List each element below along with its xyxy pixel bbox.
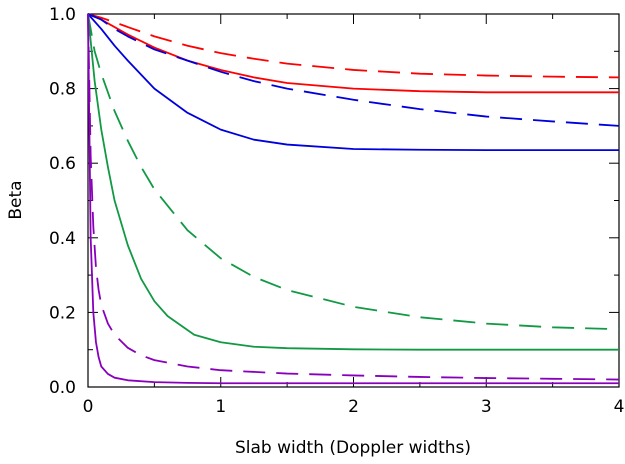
x-tick-label: 4 — [614, 397, 625, 417]
y-tick-label: 0.8 — [49, 80, 76, 100]
y-tick-label: 0.0 — [49, 378, 76, 398]
y-tick-label: 1.0 — [49, 5, 76, 25]
y-tick-label: 0.2 — [49, 303, 76, 323]
series-line-6 — [87, 13, 620, 331]
y-axis-label: Beta — [6, 180, 26, 219]
x-tick-label: 1 — [215, 397, 226, 417]
series-line-4 — [87, 13, 620, 127]
series-line-5 — [87, 13, 619, 351]
series-line-8 — [87, 13, 620, 381]
series-line-3 — [87, 13, 619, 152]
x-tick-label: 2 — [348, 397, 359, 417]
x-tick-label: 0 — [83, 397, 94, 417]
x-axis-label: Slab width (Doppler widths) — [235, 438, 471, 458]
y-tick-label: 0.6 — [49, 154, 76, 174]
series-line-7 — [87, 13, 619, 385]
series-line-1 — [87, 13, 619, 94]
series-group — [87, 13, 620, 385]
y-tick-label: 0.4 — [49, 229, 76, 249]
x-tick-label: 3 — [481, 397, 492, 417]
tick-labels: 0 1 2 3 4 0.0 0.2 0.4 0.6 0.8 1.0 — [49, 5, 624, 417]
